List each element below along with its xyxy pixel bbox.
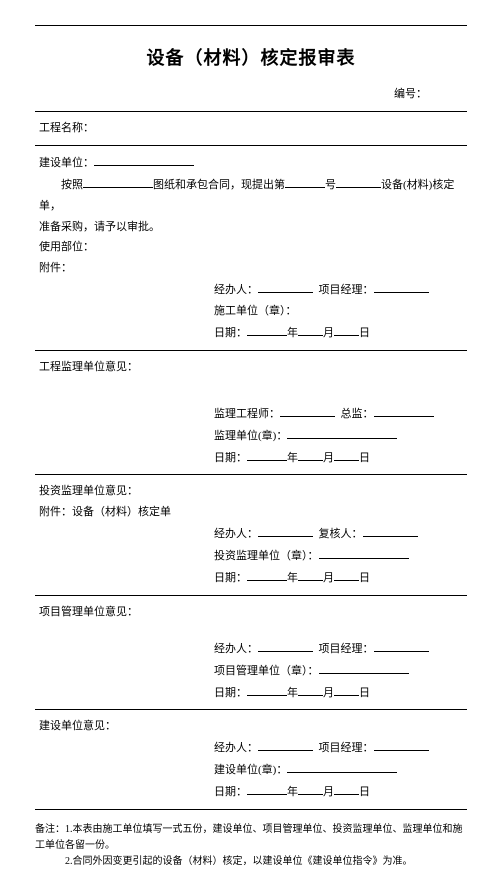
label-pm5: 项目经理：	[319, 643, 374, 655]
blank-month[interactable]	[298, 322, 323, 336]
section-investment-opinion: 投资监理单位意见： 附件：设备（材料）核定单 经办人： 复核人： 投资监理单位（…	[35, 475, 467, 595]
blank-handler[interactable]	[258, 279, 313, 293]
blank-drawing[interactable]	[83, 174, 153, 188]
label-month6: 月	[323, 786, 334, 798]
label-investment-org: 投资监理单位（章）：	[214, 550, 319, 562]
blank-year5[interactable]	[247, 682, 287, 696]
label-construction-unit: 建设单位：	[39, 157, 94, 169]
blank-item[interactable]	[336, 174, 381, 188]
blank-director[interactable]	[374, 403, 434, 417]
label-project-org: 项目管理单位（章）：	[214, 665, 319, 677]
text-accord: 按照	[61, 179, 83, 191]
label-org: 施工单位（章）：	[214, 301, 463, 322]
label-owner-org: 建设单位(章)：	[214, 764, 287, 776]
label-year: 年	[287, 327, 298, 339]
blank-month5[interactable]	[298, 682, 323, 696]
label-year5: 年	[287, 687, 298, 699]
blank-supervision-org[interactable]	[287, 425, 397, 439]
label-day6: 日	[359, 786, 370, 798]
text-usage: 使用部位：	[39, 237, 463, 258]
label-supervision-org: 监理单位(章)：	[214, 430, 287, 442]
project-name-label: 工程名称：	[39, 122, 94, 134]
label-date5: 日期：	[214, 687, 247, 699]
label-month: 月	[323, 327, 334, 339]
section-owner-opinion: 建设单位意见： 经办人： 项目经理： 建设单位(章)： 日期： 年 月 日	[35, 710, 467, 810]
label-day: 日	[359, 327, 370, 339]
label-handler4: 经办人：	[214, 528, 258, 540]
blank-day4[interactable]	[334, 567, 359, 581]
text-approve: 准备采购，请予以审批。	[39, 217, 463, 238]
label-handler: 经办人：	[214, 284, 258, 296]
label-director: 总监：	[341, 408, 374, 420]
heading-owner: 建设单位意见：	[39, 716, 463, 737]
blank-pm5[interactable]	[374, 638, 429, 652]
label-pm: 项目经理：	[319, 284, 374, 296]
label-pm6: 项目经理：	[319, 742, 374, 754]
section-construction-unit: 建设单位： 按照图纸和承包合同，现提出第号设备(材料)核定单， 准备采购，请予以…	[35, 146, 467, 351]
text-attachment: 附件：	[39, 258, 463, 279]
label-engineer: 监理工程师：	[214, 408, 280, 420]
blank-year3[interactable]	[247, 447, 287, 461]
heading-supervision: 工程监理单位意见：	[39, 357, 463, 378]
document-number: 编号：	[35, 85, 467, 101]
heading-project-mgmt: 项目管理单位意见：	[39, 602, 463, 623]
heading-investment: 投资监理单位意见：	[39, 481, 463, 502]
form-frame: 工程名称： 建设单位： 按照图纸和承包合同，现提出第号设备(材料)核定单， 准备…	[35, 111, 467, 810]
label-date: 日期：	[214, 327, 247, 339]
blank-day5[interactable]	[334, 682, 359, 696]
footnote-line1: 备注：1.本表由施工单位填写一式五份，建设单位、项目管理单位、投资监理单位、监理…	[35, 822, 467, 854]
blank-project-org[interactable]	[319, 660, 409, 674]
blank-month3[interactable]	[298, 447, 323, 461]
label-month3: 月	[323, 452, 334, 464]
document-title: 设备（材料）核定报审表	[35, 44, 467, 70]
blank-month6[interactable]	[298, 781, 323, 795]
blank-number[interactable]	[285, 174, 325, 188]
section-project-mgmt-opinion: 项目管理单位意见： 经办人： 项目经理： 项目管理单位（章）： 日期： 年 月 日	[35, 596, 467, 711]
blank-day3[interactable]	[334, 447, 359, 461]
blank-year6[interactable]	[247, 781, 287, 795]
blank-handler4[interactable]	[258, 523, 313, 537]
section-project-name: 工程名称：	[35, 112, 467, 146]
label-day3: 日	[359, 452, 370, 464]
label-year6: 年	[287, 786, 298, 798]
label-date6: 日期：	[214, 786, 247, 798]
blank-review4[interactable]	[363, 523, 418, 537]
top-rule	[35, 25, 467, 26]
text-contract: 图纸和承包合同，现提出第	[153, 179, 285, 191]
section-supervision-opinion: 工程监理单位意见： 监理工程师： 总监： 监理单位(章)： 日期： 年 月 日	[35, 351, 467, 476]
label-date3: 日期：	[214, 452, 247, 464]
label-month5: 月	[323, 687, 334, 699]
blank-day[interactable]	[334, 322, 359, 336]
label-handler5: 经办人：	[214, 643, 258, 655]
blank-handler5[interactable]	[258, 638, 313, 652]
text-hao: 号	[325, 179, 336, 191]
blank-year4[interactable]	[247, 567, 287, 581]
footnote: 备注：1.本表由施工单位填写一式五份，建设单位、项目管理单位、投资监理单位、监理…	[35, 822, 467, 870]
label-handler6: 经办人：	[214, 742, 258, 754]
blank-day6[interactable]	[334, 781, 359, 795]
blank-year[interactable]	[247, 322, 287, 336]
blank-construction-unit[interactable]	[94, 152, 194, 166]
label-day5: 日	[359, 687, 370, 699]
blank-pm[interactable]	[374, 279, 429, 293]
blank-investment-org[interactable]	[319, 545, 409, 559]
label-year4: 年	[287, 572, 298, 584]
label-day4: 日	[359, 572, 370, 584]
label-attach4: 附件：设备（材料）核定单	[39, 502, 463, 523]
blank-owner-org[interactable]	[287, 759, 397, 773]
label-review4: 复核人：	[319, 528, 363, 540]
blank-engineer[interactable]	[280, 403, 335, 417]
label-year3: 年	[287, 452, 298, 464]
label-date4: 日期：	[214, 572, 247, 584]
label-month4: 月	[323, 572, 334, 584]
blank-handler6[interactable]	[258, 737, 313, 751]
blank-month4[interactable]	[298, 567, 323, 581]
blank-pm6[interactable]	[374, 737, 429, 751]
footnote-line2: 2.合同外因变更引起的设备（材料）核定，以建设单位《建设单位指令》为准。	[35, 854, 467, 870]
